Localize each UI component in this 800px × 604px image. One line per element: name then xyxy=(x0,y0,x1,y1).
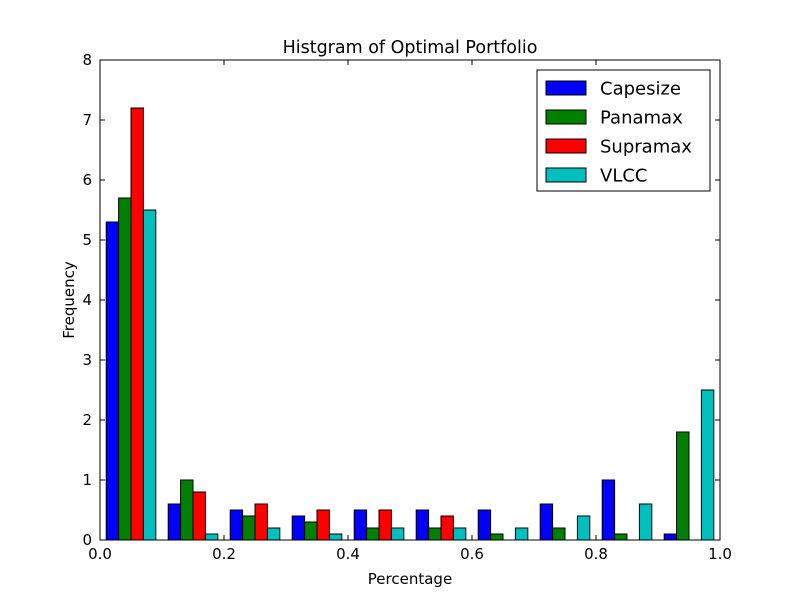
y-axis-label: Frequency xyxy=(60,261,78,339)
legend-label-vlcc: VLCC xyxy=(600,166,647,187)
bar-panamax-bin-6 xyxy=(490,533,504,541)
x-tick-label: 1.0 xyxy=(708,545,732,563)
bar-vlcc-bin-1 xyxy=(204,533,219,541)
bar-capesize-bin-5 xyxy=(415,509,430,541)
legend: Capesize Panamax Supramax VLCC xyxy=(536,69,711,192)
y-tick-label: 4 xyxy=(82,291,92,309)
bar-capesize-bin-1 xyxy=(167,503,182,541)
y-tick-label: 2 xyxy=(82,411,92,429)
bar-panamax-bin-0 xyxy=(118,197,132,541)
bar-vlcc-bin-9 xyxy=(700,389,715,541)
bar-capesize-bin-8 xyxy=(601,479,616,541)
bar-panamax-bin-8 xyxy=(614,533,628,541)
legend-label-panamax: Panamax xyxy=(600,108,683,129)
bar-capesize-bin-9 xyxy=(663,533,678,541)
legend-swatch-panamax xyxy=(545,109,587,125)
y-tick-label: 1 xyxy=(82,471,92,489)
x-tick-label: 0.6 xyxy=(460,545,484,563)
x-tick-label: 0.2 xyxy=(212,545,236,563)
bar-supramax-bin-1 xyxy=(192,491,206,541)
x-tick-label: 0.8 xyxy=(584,545,608,563)
bar-vlcc-bin-2 xyxy=(266,527,281,541)
y-tick-label: 6 xyxy=(82,171,92,189)
bar-vlcc-bin-4 xyxy=(390,527,405,541)
x-axis-label: Percentage xyxy=(368,570,452,588)
bar-supramax-bin-3 xyxy=(316,509,330,541)
bar-capesize-bin-0 xyxy=(105,221,120,541)
bar-vlcc-bin-7 xyxy=(576,515,591,541)
y-tick-label: 0 xyxy=(82,531,92,549)
legend-label-capesize: Capesize xyxy=(600,79,681,100)
y-tick-label: 5 xyxy=(82,231,92,249)
legend-swatch-capesize xyxy=(545,80,587,96)
x-tick-label: 0.4 xyxy=(336,545,360,563)
bars-group xyxy=(105,107,715,541)
bar-supramax-bin-0 xyxy=(130,107,144,541)
bar-panamax-bin-3 xyxy=(304,521,318,541)
x-tick-label: 0.0 xyxy=(88,545,112,563)
legend-swatch-vlcc xyxy=(545,167,587,183)
bar-capesize-bin-7 xyxy=(539,503,554,541)
bar-panamax-bin-5 xyxy=(428,527,442,541)
bar-capesize-bin-3 xyxy=(291,515,306,541)
bar-capesize-bin-6 xyxy=(477,509,492,541)
bar-supramax-bin-2 xyxy=(254,503,268,541)
bar-supramax-bin-4 xyxy=(378,509,392,541)
legend-swatch-supramax xyxy=(545,138,587,154)
y-tick-label: 7 xyxy=(82,111,92,129)
axis-ticks: 0.0 0.2 0.4 0.6 0.8 1.0 0 1 2 3 4 5 6 7 8 xyxy=(82,51,731,563)
y-tick-label: 8 xyxy=(82,51,92,69)
bar-capesize-bin-4 xyxy=(353,509,368,541)
bar-panamax-bin-1 xyxy=(180,479,194,541)
bar-vlcc-bin-5 xyxy=(452,527,467,541)
bar-panamax-bin-2 xyxy=(242,515,256,541)
y-tick-label: 3 xyxy=(82,351,92,369)
legend-label-supramax: Supramax xyxy=(600,137,692,158)
bar-vlcc-bin-8 xyxy=(638,503,653,541)
bar-panamax-bin-9 xyxy=(676,431,690,541)
bar-capesize-bin-2 xyxy=(229,509,244,541)
chart-title: Histgram of Optimal Portfolio xyxy=(283,38,538,58)
bar-vlcc-bin-6 xyxy=(514,527,529,541)
bar-supramax-bin-5 xyxy=(440,515,454,541)
bar-panamax-bin-4 xyxy=(366,527,380,541)
bar-vlcc-bin-0 xyxy=(142,209,157,541)
bar-panamax-bin-7 xyxy=(552,527,566,541)
bar-vlcc-bin-3 xyxy=(328,533,343,541)
